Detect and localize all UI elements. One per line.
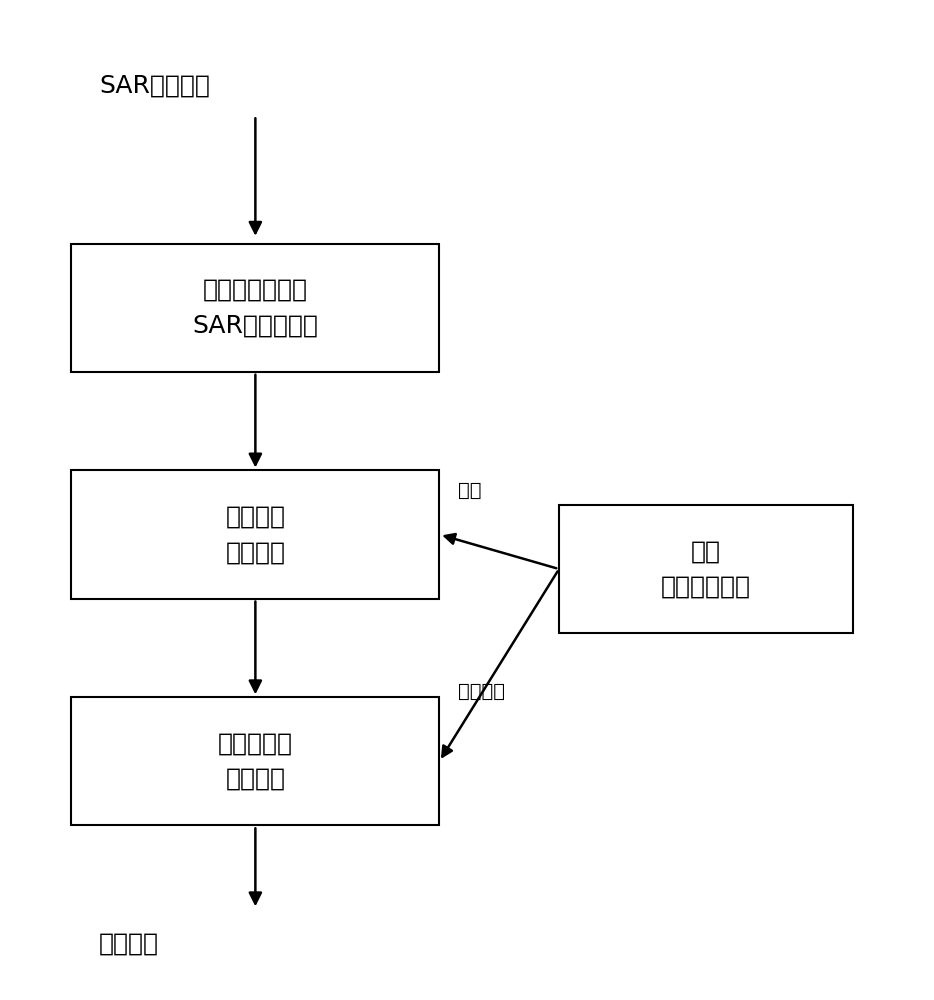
Text: 河道
分段建模设计: 河道 分段建模设计 [661, 539, 751, 599]
FancyBboxPatch shape [71, 697, 439, 825]
FancyBboxPatch shape [559, 505, 854, 633]
Text: 阈值: 阈值 [458, 481, 481, 500]
FancyBboxPatch shape [71, 470, 439, 599]
Text: 基于矩形窗
河道识别: 基于矩形窗 河道识别 [218, 732, 293, 791]
Text: 基于图论
图像分割: 基于图论 图像分割 [225, 505, 286, 564]
Text: 先验信息: 先验信息 [458, 682, 504, 701]
Text: SAR河道图像: SAR河道图像 [99, 74, 210, 98]
Text: 河道区域: 河道区域 [99, 932, 159, 956]
Text: 基于灰度直方图
SAR图像预处理: 基于灰度直方图 SAR图像预处理 [192, 278, 318, 337]
FancyBboxPatch shape [71, 244, 439, 372]
